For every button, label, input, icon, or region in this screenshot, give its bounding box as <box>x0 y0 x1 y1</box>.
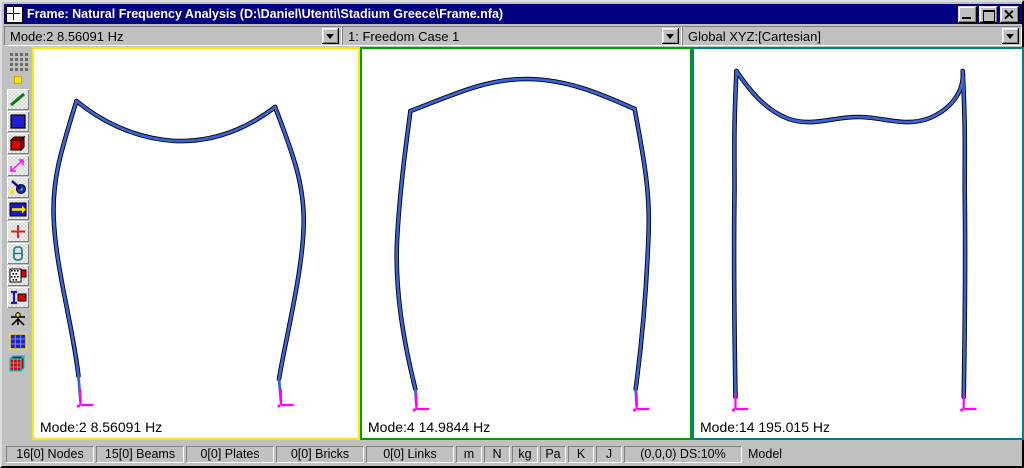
title-bar: Frame: Natural Frequency Analysis (D:\Da… <box>4 4 1022 24</box>
viewport-label-mode-4: Mode:4 14.9844 Hz <box>368 419 491 435</box>
beam-section-tool[interactable] <box>7 287 29 308</box>
node-dot-tool[interactable] <box>14 76 22 84</box>
side-toolbar <box>4 47 32 440</box>
mode-selector-value: Mode:2 8.56091 Hz <box>10 28 124 44</box>
status-view-mode: Model <box>748 447 783 461</box>
mode-shape-14 <box>731 68 977 412</box>
link-tool[interactable] <box>7 155 29 176</box>
brick-tool[interactable] <box>7 133 29 154</box>
beam-line-tool[interactable] <box>7 89 29 110</box>
status-coordinates: (0,0,0) DS:10% <box>624 445 742 463</box>
mode-shape-4 <box>394 76 652 412</box>
status-beams: 15[0] Beams <box>96 445 184 463</box>
freedom-case-selector[interactable]: 1: Freedom Case 1 <box>342 26 682 46</box>
chevron-down-icon[interactable] <box>1002 28 1019 44</box>
axis-system-selector[interactable]: Global XYZ:[Cartesian] <box>682 26 1022 46</box>
viewport-label-mode-2: Mode:2 8.56091 Hz <box>40 419 163 435</box>
status-unit-stress: Pa <box>540 445 566 463</box>
viewport-container: Mode:2 8.56091 Hz <box>32 47 1024 440</box>
frame-grid-icon <box>6 5 23 23</box>
add-cross-tool[interactable] <box>7 221 29 242</box>
mode-selector[interactable]: Mode:2 8.56091 Hz <box>4 26 342 46</box>
toolbar-drag-handle[interactable] <box>8 50 28 72</box>
status-plates: 0[0] Plates <box>186 445 274 463</box>
status-unit-length: m <box>456 445 482 463</box>
minimize-button[interactable] <box>958 5 977 23</box>
status-unit-energy: J <box>596 445 622 463</box>
status-unit-mass: kg <box>512 445 538 463</box>
viewport-mode-2[interactable]: Mode:2 8.56091 Hz <box>32 47 360 440</box>
viewport-mode-4[interactable]: Mode:4 14.9844 Hz <box>360 47 692 440</box>
status-nodes: 16[0] Nodes <box>6 445 94 463</box>
freedom-case-value: 1: Freedom Case 1 <box>348 28 460 44</box>
mesh-grid-tool[interactable] <box>7 331 29 352</box>
mode-shape-2 <box>51 98 306 408</box>
support-symbol-tool[interactable] <box>7 309 29 330</box>
axis-system-value: Global XYZ:[Cartesian] <box>688 28 821 44</box>
window-title: Frame: Natural Frequency Analysis (D:\Da… <box>27 7 504 21</box>
status-bricks: 0[0] Bricks <box>276 445 364 463</box>
selector-toolbar: Mode:2 8.56091 Hz 1: Freedom Case 1 Glob… <box>4 26 1022 46</box>
maximize-button[interactable] <box>979 5 998 23</box>
viewport-label-mode-14: Mode:14 195.015 Hz <box>700 419 830 435</box>
viewport-mode-14[interactable]: Mode:14 195.015 Hz <box>692 47 1024 440</box>
status-links: 0[0] Links <box>366 445 454 463</box>
chevron-down-icon[interactable] <box>322 28 339 44</box>
node-restraint-tool[interactable] <box>7 177 29 198</box>
close-button[interactable] <box>1000 5 1019 23</box>
status-unit-temperature: K <box>568 445 594 463</box>
contour-tool[interactable] <box>7 265 29 286</box>
plate-tool[interactable] <box>7 111 29 132</box>
window-controls <box>958 5 1019 23</box>
status-bar: 16[0] Nodes 15[0] Beams 0[0] Plates 0[0]… <box>4 444 1022 464</box>
chevron-down-icon[interactable] <box>662 28 679 44</box>
load-arrow-tool[interactable] <box>7 199 29 220</box>
solid-render-tool[interactable] <box>7 353 29 374</box>
status-unit-force: N <box>484 445 510 463</box>
section-tool[interactable] <box>7 243 29 264</box>
